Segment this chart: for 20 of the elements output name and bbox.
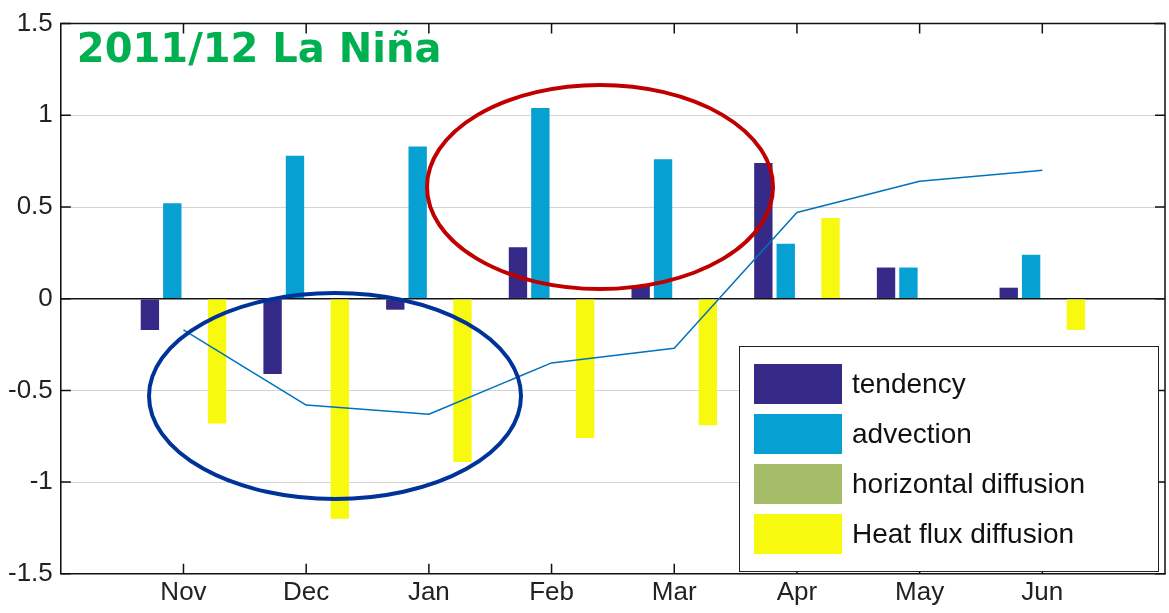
y-tick-label: 1 [38,98,53,129]
x-tick-label: May [895,575,945,606]
y-tick-label: -1 [29,465,53,496]
x-tick-label: Feb [529,575,574,606]
x-tick-label: Dec [283,575,330,606]
y-tick-label: 1.5 [16,6,53,37]
x-tick-label: Apr [776,575,818,606]
y-tick-label: 0 [38,281,53,312]
y-tick-label: -1.5 [7,556,53,587]
x-tick-label: Nov [160,575,207,606]
legend-label: advection [852,417,972,450]
annotation: 2011/12 La Niña [76,24,442,71]
y-tick-label: -0.5 [7,373,53,404]
x-tick-label: Jan [407,575,450,606]
legend-label: Heat flux diffusion [852,517,1075,550]
x-tick-label: Jun [1021,575,1064,606]
legend-label: horizontal diffusion [852,467,1085,500]
x-tick-label: Mar [651,575,697,606]
legend-label: tendency [852,367,966,400]
y-tick-label: 0.5 [16,190,53,221]
